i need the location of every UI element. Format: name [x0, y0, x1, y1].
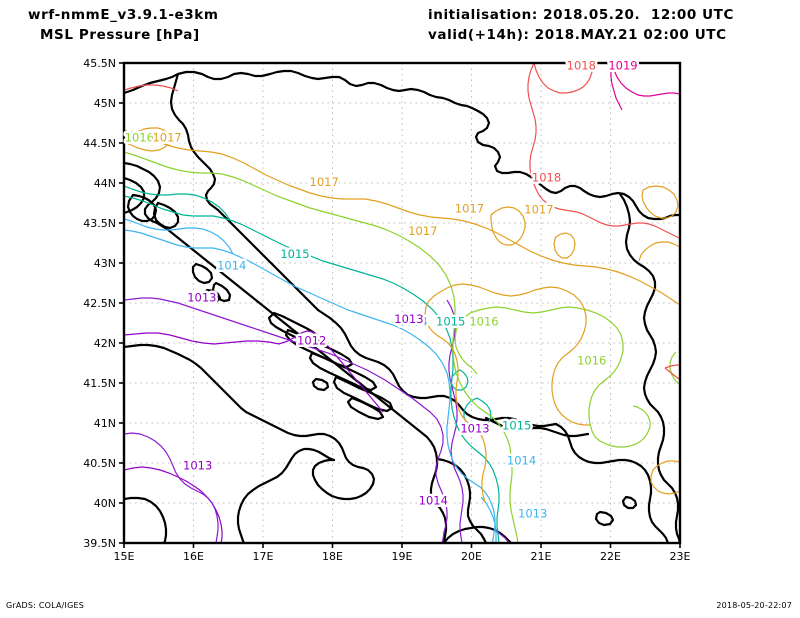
y-tick-label: 45N — [94, 97, 116, 110]
contour-label-halo: 1017 — [524, 202, 553, 216]
contour-label: 1017 — [408, 224, 437, 238]
contour-label-halo: 1013 — [183, 458, 212, 472]
contour-label-halo: 1016 — [469, 314, 498, 328]
initialisation-time-label: initialisation: 2018.05.20. 12:00 UTC — [428, 7, 735, 23]
x-tick-label: 18E — [322, 550, 343, 563]
x-tick-label: 23E — [670, 550, 691, 563]
contour-label-halo: 1015 — [502, 418, 531, 432]
contour-label-halo: 1014 — [507, 454, 536, 468]
contour-label-halo: 1012 — [297, 334, 326, 348]
contour-label: 1016 — [577, 354, 606, 368]
contour-label-halo: 1013 — [518, 506, 547, 520]
y-tick-label: 44.5N — [83, 137, 116, 150]
contour-label-halo: 1017 — [408, 224, 437, 238]
contour-label: 1019 — [608, 58, 637, 72]
y-tick-label: 40N — [94, 497, 116, 510]
contour-label-halo: 1017 — [310, 175, 339, 189]
contour-label: 1012 — [297, 334, 326, 348]
contour-label-halo: 1014 — [398, 314, 427, 328]
y-tick-label: 41N — [94, 417, 116, 430]
x-tick-label: 15E — [114, 550, 135, 563]
contour-label-halo: 1014 — [217, 258, 246, 272]
y-tick-label: 43.5N — [83, 217, 116, 230]
contour-label: 1018 — [532, 170, 561, 184]
x-tick-label: 17E — [253, 550, 274, 563]
contour-label: 1013 — [460, 422, 489, 436]
x-tick-label: 22E — [600, 550, 621, 563]
contour-level-1014 — [123, 218, 497, 544]
plot-timestamp-label: 2018-05-20-22:07 — [716, 601, 792, 610]
contour-label-halo: 1015 — [280, 247, 309, 261]
y-tick-label: 43N — [94, 257, 116, 270]
contour-level-1012 — [123, 330, 384, 544]
contour-label-halo: 1016 — [577, 354, 606, 368]
x-tick-label: 19E — [392, 550, 413, 563]
contour-label: 1015 — [502, 418, 531, 432]
y-tick-label: 45.5N — [83, 57, 116, 70]
contour-label: 1013 — [394, 312, 423, 326]
valid-time-label: valid(+14h): 2018.MAY.21 02:00 UTC — [428, 27, 727, 43]
contour-label-halo: 1015 — [436, 314, 465, 328]
axis-ticks-group — [119, 62, 681, 548]
x-tick-label: 20E — [461, 550, 482, 563]
contour-label: 1017 — [152, 130, 181, 144]
field-name-label: MSL Pressure [hPa] — [40, 27, 200, 43]
y-tick-label: 42N — [94, 337, 116, 350]
contour-label: 1013 — [187, 290, 216, 304]
contour-label-halo: 1013 — [394, 312, 423, 326]
contour-label: 1014 — [507, 454, 536, 468]
contour-label: 1013 — [183, 458, 212, 472]
contour-label-halo: 1013 — [460, 422, 489, 436]
gridlines-group — [124, 63, 680, 543]
y-tick-label: 40.5N — [83, 457, 116, 470]
contour-label: 1017 — [310, 175, 339, 189]
y-tick-label: 41.5N — [83, 377, 116, 390]
model-name-label: wrf-nmmE_v3.9.1-e3km — [28, 7, 219, 23]
contour-label-halo: 1016 — [125, 130, 154, 144]
contour-label-halo: 1017 — [455, 202, 484, 216]
y-tick-label: 39.5N — [83, 537, 116, 550]
contour-label-halo: 1014 — [419, 494, 448, 508]
contour-label-halo: 1018 — [567, 58, 596, 72]
contour-level-1015 — [123, 185, 500, 544]
contour-label: 1014 — [217, 258, 246, 272]
contour-label: 1018 — [567, 58, 596, 72]
contour-label-halo: 1019 — [608, 58, 637, 72]
contour-label-halo: 1018 — [532, 170, 561, 184]
x-tick-label: 21E — [531, 550, 552, 563]
axis-tick-labels-group: 15E 16E 17E 18E 19E 20E 21E 22E 23E 39.5N 40N 40.5N… — [83, 57, 690, 563]
contour-label: 1013 — [518, 506, 547, 520]
contour-label: 1017 — [524, 202, 553, 216]
x-tick-label: 16E — [183, 550, 204, 563]
contour-label: 1016 — [469, 314, 498, 328]
contour-label: 1015 — [436, 314, 465, 328]
contour-level-1018 — [123, 62, 680, 380]
contour-level-1016 — [123, 151, 680, 544]
contour-label: 1016 — [125, 130, 154, 144]
grads-credit-label: GrADS: COLA/IGES — [6, 601, 85, 610]
contour-level-1017 — [123, 127, 681, 503]
contour-labels-group: 1016101610171017101710171015101510141014… — [122, 56, 640, 523]
contour-label-halo: 1013 — [187, 290, 216, 304]
contour-level-1019 — [610, 62, 681, 111]
y-tick-label: 42.5N — [83, 297, 116, 310]
contour-label: 1014 — [398, 314, 427, 328]
contour-label: 1017 — [455, 202, 484, 216]
contour-label: 1015 — [280, 247, 309, 261]
contour-label: 1014 — [419, 494, 448, 508]
coastline-border-group — [122, 69, 682, 545]
y-tick-label: 44N — [94, 177, 116, 190]
contour-label-halo: 1017 — [152, 130, 181, 144]
